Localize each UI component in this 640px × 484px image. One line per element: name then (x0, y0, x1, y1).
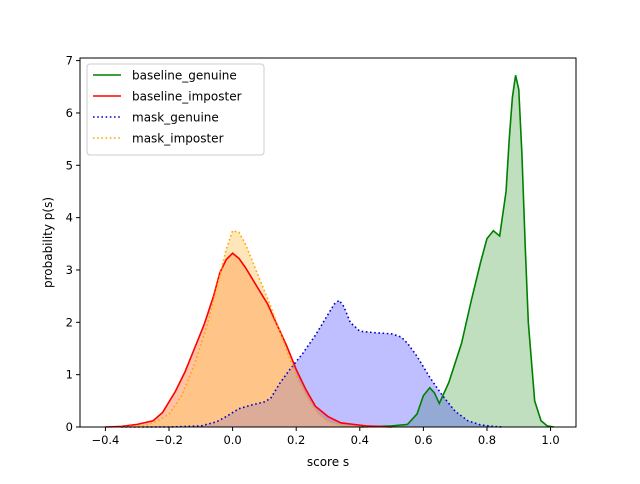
x-tick-label: 0.2 (287, 433, 305, 447)
y-tick-label: 1 (66, 368, 73, 382)
legend-label-mask-genuine: mask_genuine (132, 111, 219, 125)
legend-label-baseline-genuine: baseline_genuine (132, 69, 237, 83)
area-fills (105, 75, 554, 428)
x-tick-label: −0.4 (91, 433, 119, 447)
legend-label-mask-imposter: mask_imposter (132, 132, 224, 146)
y-tick-label: 5 (66, 158, 73, 172)
y-axis-ticks: 0 1 2 3 4 5 6 7 (66, 54, 80, 434)
area-fill-baseline-imposter (105, 253, 392, 427)
y-tick-label: 3 (66, 263, 73, 277)
x-axis-ticks: −0.4 −0.2 0.0 0.2 0.4 0.6 0.8 1.0 (91, 427, 560, 447)
x-tick-label: −0.2 (155, 433, 183, 447)
x-axis-label: score s (307, 455, 349, 469)
y-axis-label: probability p(s) (41, 197, 55, 288)
x-tick-label: 1.0 (541, 433, 559, 447)
x-tick-label: 0.8 (478, 433, 496, 447)
legend-box (86, 63, 265, 156)
plot-frame (79, 57, 577, 428)
y-tick-label: 0 (66, 420, 73, 434)
x-tick-label: 0.4 (351, 433, 369, 447)
area-fill-baseline-genuine (359, 75, 554, 428)
y-tick-label: 7 (66, 54, 73, 68)
series-lines (105, 75, 554, 428)
series-line-mask-imposter (121, 229, 367, 428)
y-tick-label: 6 (66, 106, 73, 120)
area-fill-mask-genuine (121, 300, 503, 427)
legend-label-baseline-imposter: baseline_imposter (132, 90, 242, 104)
x-tick-label: 0.0 (223, 433, 241, 447)
area-fill-mask-imposter (121, 230, 367, 427)
legend: baseline_genuine baseline_imposter mask_ge… (86, 63, 265, 156)
y-tick-label: 4 (66, 211, 73, 225)
y-tick-label: 2 (66, 315, 73, 329)
series-line-baseline-genuine (359, 75, 554, 428)
series-line-baseline-imposter (105, 252, 392, 428)
x-tick-label: 0.6 (414, 433, 432, 447)
